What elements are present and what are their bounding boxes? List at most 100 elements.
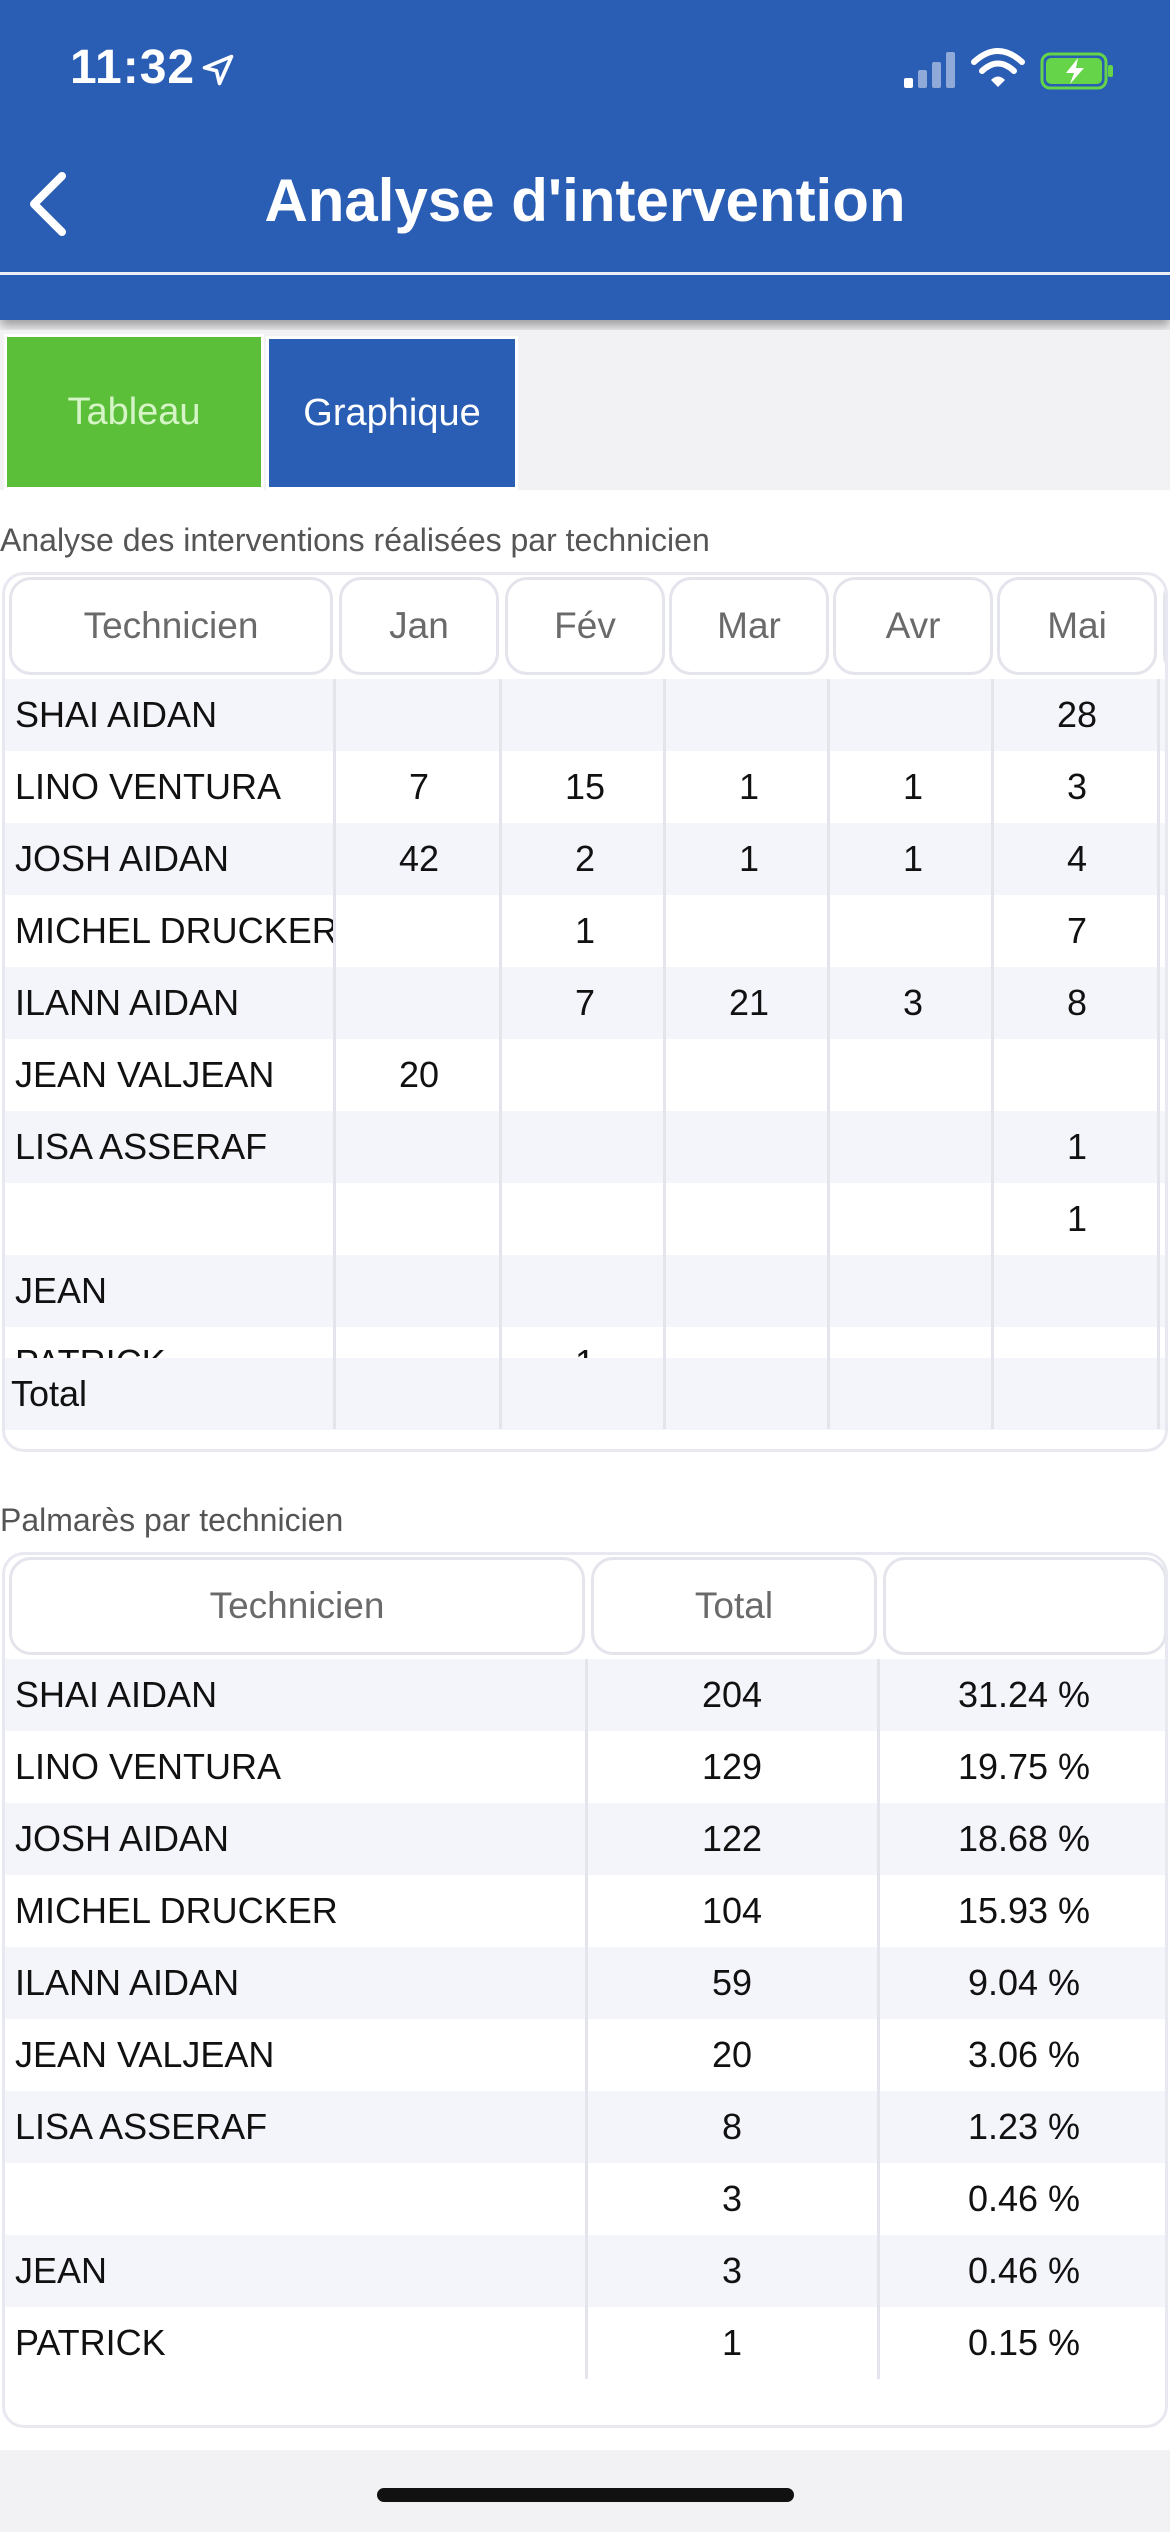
- percent-cell: 31.24 %: [957, 1674, 1091, 1715]
- technician-name: MICHEL DRUCKER: [15, 1890, 338, 1931]
- month-count-cell: [833, 1039, 993, 1111]
- month-count-cell: 8: [1066, 982, 1088, 1023]
- total-cell: 3: [721, 2250, 743, 2291]
- location-arrow-icon: [202, 54, 234, 86]
- month-count-cell: 1: [738, 838, 760, 879]
- column-header-jan[interactable]: Jan: [339, 577, 499, 675]
- month-count-cell: 4: [1066, 838, 1088, 879]
- table-row[interactable]: 3 0.46 %: [5, 2163, 1165, 2235]
- table-row[interactable]: ILANN AIDAN 7 21 3 8: [5, 967, 1165, 1039]
- column-header-percent[interactable]: [883, 1557, 1165, 1655]
- month-count-cell: 7: [408, 766, 430, 807]
- month-count-cell: [669, 1111, 829, 1183]
- column-header-overflow: [1163, 577, 1165, 675]
- month-count-cell: 1: [738, 766, 760, 807]
- column-divider: [1157, 679, 1160, 1429]
- technician-name: JOSH AIDAN: [15, 1818, 230, 1859]
- table-row[interactable]: SHAI AIDAN 28: [5, 679, 1165, 751]
- wifi-icon: [971, 48, 1025, 87]
- table-row[interactable]: MICHEL DRUCKER 104 15.93 %: [5, 1875, 1165, 1947]
- month-count-cell: 3: [902, 982, 924, 1023]
- table-row[interactable]: MICHEL DRUCKER 1 7: [5, 895, 1165, 967]
- month-count-cell: [669, 1039, 829, 1111]
- percent-cell: 3.06 %: [967, 2034, 1081, 2075]
- technician-name: JOSH AIDAN: [15, 838, 230, 879]
- column-header-mar[interactable]: Mar: [669, 577, 829, 675]
- table-row[interactable]: LINO VENTURA 7 15 1 1 3: [5, 751, 1165, 823]
- table-row[interactable]: JEAN VALJEAN 20: [5, 1039, 1165, 1111]
- month-count-cell: [339, 967, 499, 1039]
- table-row[interactable]: JOSH AIDAN 42 2 1 1 4: [5, 823, 1165, 895]
- table-row[interactable]: LISA ASSERAF 1: [5, 1111, 1165, 1183]
- percent-cell: 0.46 %: [967, 2250, 1081, 2291]
- month-count-cell: [833, 679, 993, 751]
- total-cell: 3: [721, 2178, 743, 2219]
- month-count-cell: 7: [574, 982, 596, 1023]
- month-count-cell: 1: [902, 838, 924, 879]
- month-count-cell: 1: [902, 766, 924, 807]
- month-count-cell: [833, 895, 993, 967]
- total-cell: 129: [701, 1746, 763, 1787]
- month-count-cell: [669, 679, 829, 751]
- table-row[interactable]: JEAN: [5, 1255, 1165, 1327]
- month-count-cell: 1: [574, 910, 596, 951]
- month-count-cell: 42: [398, 838, 440, 879]
- table-row[interactable]: JEAN VALJEAN 20 3.06 %: [5, 2019, 1165, 2091]
- month-count-cell: [669, 895, 829, 967]
- column-header-mai[interactable]: Mai: [997, 577, 1157, 675]
- back-chevron-icon[interactable]: [22, 168, 74, 240]
- technician-name: PATRICK: [15, 2322, 166, 2363]
- total-cell: 8: [721, 2106, 743, 2147]
- column-header-technicien[interactable]: Technicien: [9, 1557, 585, 1655]
- percent-cell: 18.68 %: [957, 1818, 1091, 1859]
- column-divider: [663, 679, 666, 1429]
- month-count-cell: [669, 1255, 829, 1327]
- month-count-cell: 3: [1066, 766, 1088, 807]
- percent-cell: 1.23 %: [967, 2106, 1081, 2147]
- month-count-cell: 15: [564, 766, 606, 807]
- column-divider: [585, 1659, 588, 2379]
- header-divider: [0, 272, 1170, 275]
- month-count-cell: [833, 1111, 993, 1183]
- tab-graphique[interactable]: Graphique: [266, 336, 518, 490]
- percent-cell: 15.93 %: [957, 1890, 1091, 1931]
- total-cell: 122: [701, 1818, 763, 1859]
- month-count-cell: 7: [1066, 910, 1088, 951]
- column-header-total[interactable]: Total: [591, 1557, 877, 1655]
- month-count-cell: 1: [1066, 1126, 1088, 1167]
- monthly-table[interactable]: Technicien Jan Fév Mar Avr Mai SHAI AIDA…: [2, 572, 1168, 1452]
- column-header-technicien[interactable]: Technicien: [9, 577, 333, 675]
- monthly-table-title: Analyse des interventions réalisées par …: [0, 522, 710, 558]
- technician-name: LISA ASSERAF: [15, 1126, 268, 1167]
- month-count-cell: [339, 1255, 499, 1327]
- column-divider: [499, 679, 502, 1429]
- column-header-fev[interactable]: Fév: [505, 577, 665, 675]
- technician-name: JEAN: [15, 2250, 108, 2291]
- month-count-cell: 28: [1056, 694, 1098, 735]
- month-count-cell: [339, 679, 499, 751]
- column-divider: [991, 679, 994, 1429]
- technician-name: LISA ASSERAF: [15, 2106, 268, 2147]
- percent-cell: 9.04 %: [967, 1962, 1081, 2003]
- total-cell: 104: [701, 1890, 763, 1931]
- technician-name: SHAI AIDAN: [15, 1674, 218, 1715]
- total-label: Total: [11, 1373, 88, 1414]
- month-count-cell: [505, 1039, 665, 1111]
- tab-tableau[interactable]: Tableau: [4, 334, 264, 490]
- technician-name: JEAN VALJEAN: [15, 1054, 275, 1095]
- table-row[interactable]: 1: [5, 1183, 1165, 1255]
- technician-name: SHAI AIDAN: [15, 694, 218, 735]
- month-count-cell: [669, 1183, 829, 1255]
- column-divider: [877, 1659, 880, 2379]
- technician-name: LINO VENTURA: [15, 766, 282, 807]
- table-row[interactable]: PATRICK 1 0.15 %: [5, 2307, 1165, 2379]
- table-row[interactable]: LINO VENTURA 129 19.75 %: [5, 1731, 1165, 1803]
- cellular-signal-icon: [904, 52, 955, 88]
- ranking-table-title: Palmarès par technicien: [0, 1502, 344, 1538]
- total-cell: 20: [711, 2034, 753, 2075]
- column-header-avr[interactable]: Avr: [833, 577, 993, 675]
- month-count-cell: [339, 1111, 499, 1183]
- ranking-table[interactable]: Technicien Total SHAI AIDAN 204 31.24 % LIN…: [2, 1552, 1168, 2428]
- month-count-cell: 1: [1066, 1198, 1088, 1239]
- app-header: 11:32 Analyse d'intervention: [0, 0, 1170, 320]
